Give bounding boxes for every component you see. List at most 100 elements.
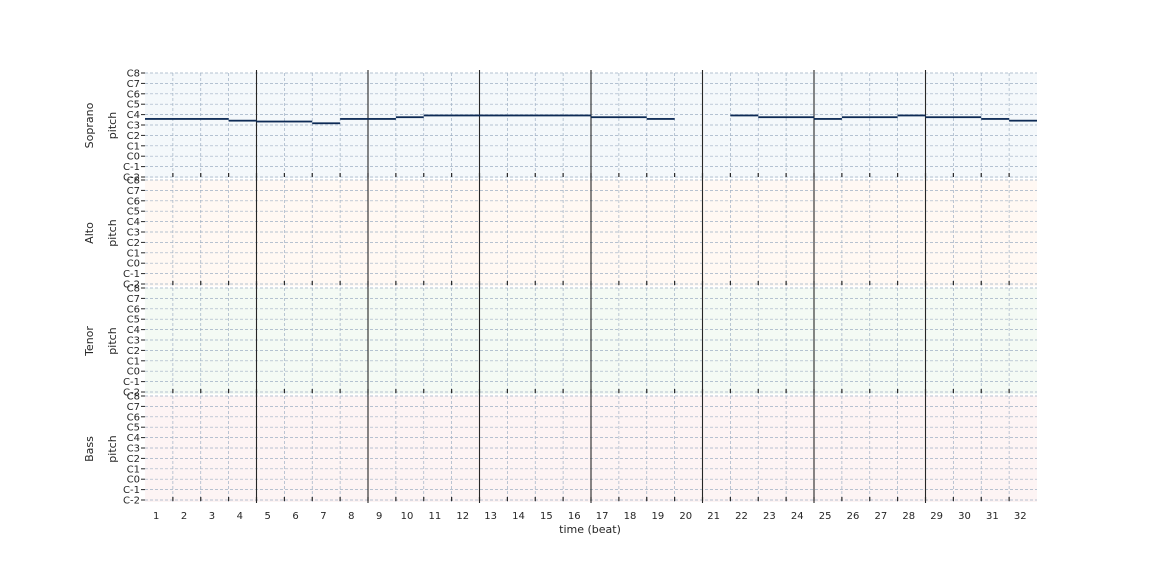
y-tick-label: C5 (127, 315, 140, 326)
track-name-label: Soprano (83, 102, 96, 148)
x-tick-label: 17 (596, 511, 609, 522)
y-tick-label: C6 (127, 304, 140, 315)
x-tick-label: 3 (209, 511, 215, 522)
y-tick-label: C3 (127, 336, 140, 347)
x-tick-label: 12 (456, 511, 469, 522)
note (646, 118, 675, 120)
x-tick-label: 24 (791, 511, 804, 522)
y-tick-label: C0 (127, 367, 140, 378)
x-tick-label: 15 (540, 511, 553, 522)
x-axis-label: time (beat) (559, 523, 621, 536)
track-name-label: Tenor (83, 326, 96, 357)
pitch-axis-label: pitch (106, 435, 119, 462)
x-tick-label: 18 (624, 511, 637, 522)
pitch-axis-label: pitch (106, 327, 119, 354)
y-tick-label: C-1 (123, 162, 140, 173)
pitch-axis-label: pitch (106, 219, 119, 246)
y-tick-label: C1 (127, 248, 140, 259)
y-tick-label: C8 (127, 284, 140, 295)
y-tick-label: C5 (127, 423, 140, 434)
y-tick-label: C0 (127, 475, 140, 486)
track-name-label: Bass (83, 436, 96, 462)
x-tick-label: 6 (292, 511, 298, 522)
y-tick-label: C7 (127, 79, 140, 90)
y-tick-label: C7 (127, 294, 140, 305)
x-tick-label: 7 (320, 511, 326, 522)
y-tick-label: C-1 (123, 269, 140, 280)
x-tick-label: 14 (512, 511, 525, 522)
y-tick-label: C0 (127, 259, 140, 270)
y-tick-label: C2 (127, 454, 140, 465)
y-tick-label: C-2 (123, 496, 140, 507)
y-tick-label: C2 (127, 238, 140, 249)
y-tick-label: C6 (127, 412, 140, 423)
note (925, 116, 982, 119)
note (591, 116, 647, 119)
note (758, 116, 814, 119)
x-tick-label: 20 (679, 511, 692, 522)
y-tick-label: C8 (127, 69, 140, 80)
y-tick-label: C1 (127, 356, 140, 367)
y-tick-label: C3 (127, 228, 140, 239)
y-tick-label: C2 (127, 131, 140, 142)
note (897, 114, 926, 117)
x-tick-label: 4 (237, 511, 243, 522)
note (1009, 119, 1037, 122)
note (841, 116, 898, 119)
note (228, 119, 257, 122)
track-name-label: Alto (83, 222, 96, 244)
y-tick-label: C-2 (123, 173, 140, 184)
y-tick-label: C2 (127, 346, 140, 357)
x-tick-label: 1 (153, 511, 159, 522)
note (340, 118, 396, 120)
note (395, 116, 424, 119)
y-tick-label: C5 (127, 100, 140, 111)
note (981, 118, 1010, 120)
x-tick-label: 25 (819, 511, 832, 522)
x-tick-label: 31 (986, 511, 999, 522)
note (730, 114, 759, 117)
y-tick-label: C-2 (123, 280, 140, 291)
x-tick-label: 10 (401, 511, 414, 522)
note (312, 122, 341, 125)
note (145, 118, 229, 120)
x-tick-label: 2 (181, 511, 187, 522)
note (256, 120, 313, 123)
note (423, 114, 591, 117)
y-tick-label: C-1 (123, 485, 140, 496)
y-tick-label: C4 (127, 110, 140, 121)
y-tick-label: C4 (127, 325, 140, 336)
x-tick-label: 29 (930, 511, 943, 522)
y-tick-label: C-2 (123, 388, 140, 399)
x-tick-label: 9 (376, 511, 382, 522)
x-tick-label: 19 (652, 511, 665, 522)
y-tick-label: C3 (127, 444, 140, 455)
x-tick-label: 16 (568, 511, 581, 522)
y-tick-label: C6 (127, 89, 140, 100)
x-tick-label: 27 (875, 511, 888, 522)
y-tick-label: C4 (127, 433, 140, 444)
x-tick-label: 28 (902, 511, 915, 522)
x-tick-label: 30 (958, 511, 971, 522)
note (814, 118, 842, 120)
y-tick-label: C-1 (123, 377, 140, 388)
pitch-axis-label: pitch (106, 112, 119, 139)
y-tick-label: C7 (127, 186, 140, 197)
y-tick-label: C7 (127, 402, 140, 413)
y-tick-label: C8 (127, 392, 140, 403)
x-tick-label: 11 (429, 511, 442, 522)
x-tick-label: 23 (763, 511, 776, 522)
y-tick-label: C6 (127, 196, 140, 207)
x-tick-label: 32 (1014, 511, 1027, 522)
y-tick-label: C1 (127, 464, 140, 475)
y-tick-label: C0 (127, 152, 140, 163)
y-tick-label: C1 (127, 141, 140, 152)
x-tick-label: 8 (348, 511, 354, 522)
x-tick-label: 26 (847, 511, 860, 522)
